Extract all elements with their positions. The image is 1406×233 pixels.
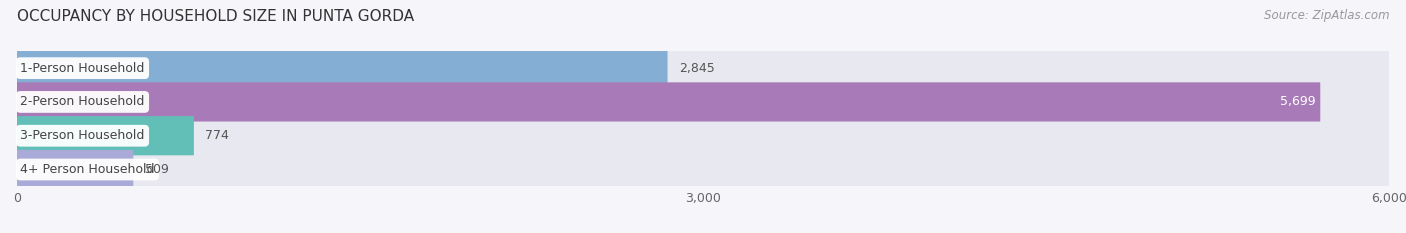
Text: 509: 509 — [145, 163, 169, 176]
FancyBboxPatch shape — [17, 82, 1389, 122]
Text: 5,699: 5,699 — [1279, 96, 1316, 108]
FancyBboxPatch shape — [17, 82, 1320, 122]
FancyBboxPatch shape — [17, 116, 1389, 155]
FancyBboxPatch shape — [17, 48, 668, 88]
Text: 774: 774 — [205, 129, 229, 142]
Text: 3-Person Household: 3-Person Household — [20, 129, 145, 142]
FancyBboxPatch shape — [17, 48, 1389, 88]
Text: 2,845: 2,845 — [679, 62, 714, 75]
Text: 2-Person Household: 2-Person Household — [20, 96, 145, 108]
FancyBboxPatch shape — [17, 116, 194, 155]
FancyBboxPatch shape — [17, 150, 1389, 189]
Text: 1-Person Household: 1-Person Household — [20, 62, 145, 75]
Text: Source: ZipAtlas.com: Source: ZipAtlas.com — [1264, 9, 1389, 22]
Text: OCCUPANCY BY HOUSEHOLD SIZE IN PUNTA GORDA: OCCUPANCY BY HOUSEHOLD SIZE IN PUNTA GOR… — [17, 9, 413, 24]
FancyBboxPatch shape — [17, 150, 134, 189]
Text: 4+ Person Household: 4+ Person Household — [20, 163, 155, 176]
